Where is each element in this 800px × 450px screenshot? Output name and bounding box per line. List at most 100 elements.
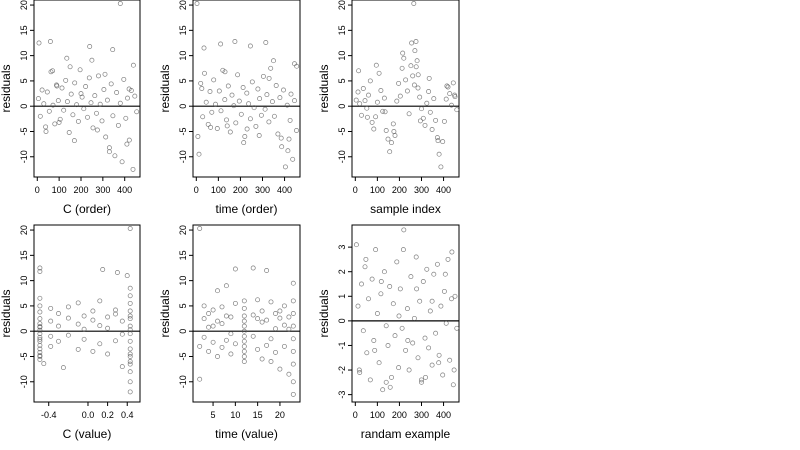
data-point — [359, 112, 364, 118]
data-point — [424, 100, 430, 106]
data-point — [241, 298, 247, 304]
data-point — [371, 338, 377, 343]
data-point — [259, 308, 265, 314]
y-axis-label: residuals — [158, 64, 172, 112]
data-point — [127, 338, 133, 344]
data-point — [250, 333, 256, 339]
y-tick-label: 0 — [19, 329, 29, 334]
data-point — [247, 43, 253, 49]
data-point — [413, 254, 419, 260]
data-point — [224, 123, 230, 129]
x-tick-label: 0 — [194, 185, 199, 195]
data-point — [433, 330, 439, 336]
data-point — [290, 156, 296, 162]
data-point — [404, 306, 410, 312]
data-point — [449, 102, 454, 108]
data-point — [37, 309, 43, 315]
data-point — [67, 64, 73, 70]
data-point — [115, 122, 121, 128]
data-point — [277, 308, 283, 314]
x-tick-label: 100 — [370, 185, 385, 195]
data-point — [281, 343, 287, 349]
data-point — [197, 343, 203, 349]
y-tick-label: -3 — [337, 391, 347, 399]
data-point — [279, 144, 285, 150]
data-point — [216, 88, 222, 94]
data-point — [127, 354, 133, 359]
data-point — [227, 129, 233, 135]
data-point — [436, 360, 442, 366]
data-point — [35, 96, 41, 102]
data-point — [229, 92, 235, 98]
data-point — [127, 327, 133, 333]
y-axis-label: residuals — [317, 64, 331, 112]
data-point — [57, 116, 63, 122]
data-point — [132, 93, 138, 99]
x-tick-label: 100 — [211, 185, 226, 195]
data-point — [56, 338, 61, 344]
data-point — [114, 270, 120, 275]
data-point — [380, 108, 386, 114]
data-point — [255, 316, 261, 322]
data-point — [408, 63, 414, 69]
data-point — [290, 336, 296, 342]
data-point — [241, 305, 247, 311]
data-point — [269, 99, 275, 105]
y-tick-label: 0 — [337, 318, 347, 323]
data-point — [219, 321, 225, 327]
x-tick-label: 100 — [52, 185, 67, 195]
data-point — [271, 58, 276, 64]
data-point — [125, 95, 130, 101]
y-tick-label: 5 — [19, 78, 29, 83]
data-point — [260, 73, 266, 79]
data-point — [414, 58, 420, 64]
data-point — [48, 333, 54, 339]
data-point — [127, 285, 133, 291]
x-axis-label: time (value) — [215, 427, 278, 441]
data-point — [286, 326, 292, 332]
data-point — [127, 359, 133, 364]
y-tick-label: 15 — [19, 250, 29, 260]
data-point — [249, 79, 255, 85]
data-point — [373, 247, 379, 253]
scatter-panel-6: -3 -2 -1 0 1 2 3 0 100 200 300 400 randam example res… — [317, 224, 460, 441]
data-point — [392, 133, 398, 138]
data-point — [353, 242, 359, 248]
data-point — [273, 349, 278, 355]
data-point — [264, 92, 270, 98]
data-point — [373, 114, 379, 120]
data-point — [250, 265, 256, 271]
data-point — [113, 338, 118, 344]
data-point — [268, 336, 274, 342]
data-point — [219, 304, 225, 310]
scatter-panel-4: -10 -5 0 5 10 15 20 -0.4 0.0 0.2 0.4 C (value) resid… — [0, 224, 141, 441]
data-point — [292, 98, 297, 104]
data-point — [121, 76, 127, 82]
data-point — [37, 324, 43, 330]
data-point — [37, 342, 43, 348]
data-point — [197, 226, 203, 231]
data-point — [408, 274, 414, 280]
data-point — [59, 85, 65, 91]
data-point — [130, 166, 136, 172]
data-point — [119, 159, 125, 165]
y-tick-label: -5 — [19, 352, 29, 360]
data-point — [50, 102, 56, 108]
data-point — [113, 311, 118, 317]
data-point — [196, 151, 202, 157]
plot-frame — [33, 0, 141, 178]
data-point — [232, 300, 238, 306]
data-point — [61, 107, 67, 113]
data-point — [353, 97, 359, 103]
x-tick-label: 0.4 — [121, 410, 134, 420]
plot-frame — [192, 224, 301, 403]
y-tick-label: -10 — [19, 375, 29, 388]
data-point — [215, 354, 220, 359]
data-point — [127, 369, 133, 375]
data-point — [124, 141, 130, 147]
y-axis-label: residuals — [0, 64, 13, 112]
data-point — [411, 1, 417, 6]
data-point — [251, 105, 257, 111]
data-point — [378, 279, 384, 284]
